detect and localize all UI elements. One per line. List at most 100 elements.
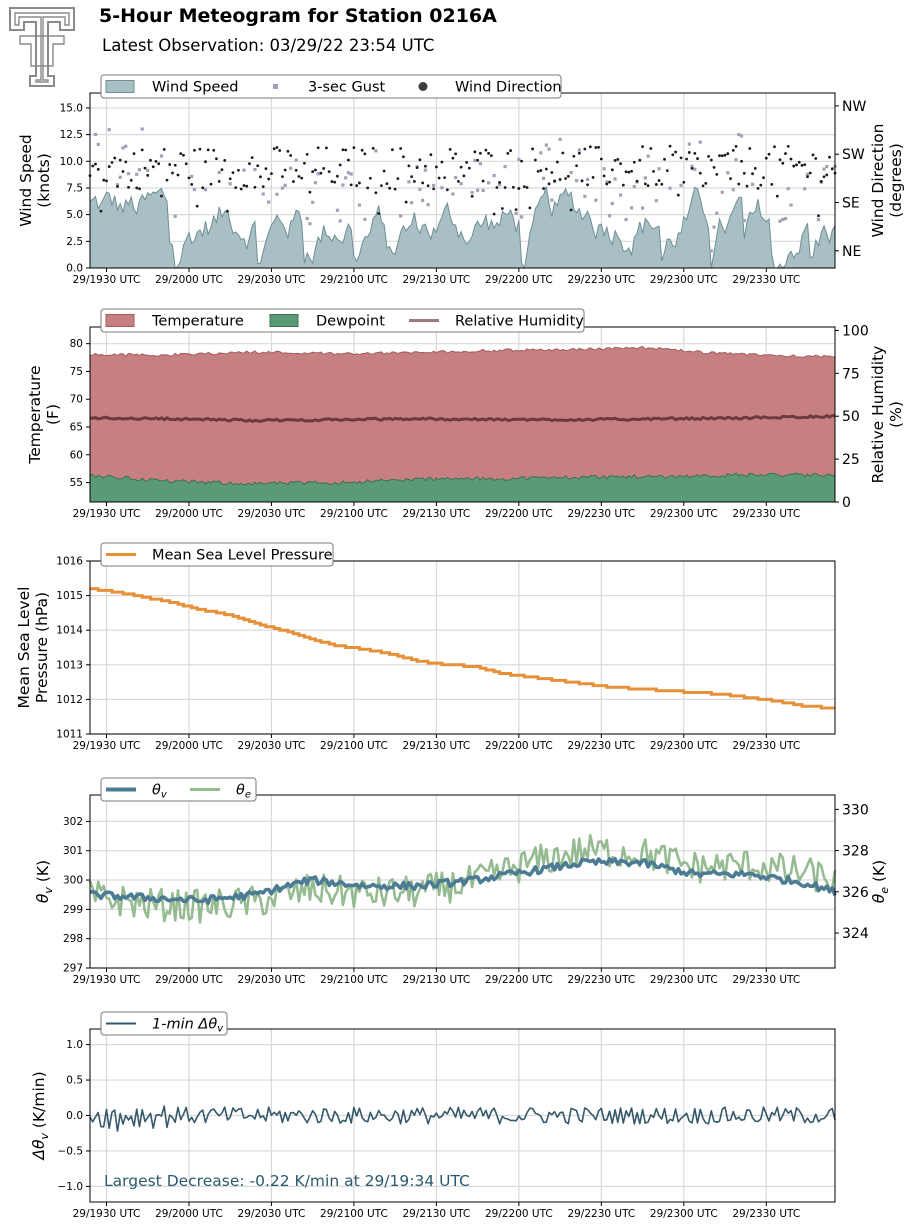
x-tick-label: 29/1930 UTC xyxy=(73,974,141,986)
direction-point xyxy=(643,182,647,186)
direction-point xyxy=(572,154,576,158)
x-tick-label: 29/2330 UTC xyxy=(732,740,800,752)
direction-point xyxy=(242,184,246,187)
gust-point xyxy=(594,198,598,202)
legend-swatch xyxy=(418,82,428,91)
direction-point xyxy=(143,166,147,170)
legend-box xyxy=(100,308,585,333)
legend-swatch xyxy=(273,84,278,89)
gust-point xyxy=(357,203,362,207)
relative-humidity-line xyxy=(89,414,836,423)
direction-point xyxy=(341,148,345,152)
direction-point xyxy=(726,152,730,156)
x-tick-label: 29/2100 UTC xyxy=(320,1208,388,1220)
gust-point xyxy=(750,182,755,186)
direction-point xyxy=(514,208,518,212)
direction-point xyxy=(775,194,779,198)
direction-point xyxy=(456,179,460,183)
gust-point xyxy=(574,179,579,183)
x-tick-label: 29/2200 UTC xyxy=(485,740,553,752)
direction-point xyxy=(278,149,282,152)
x-tick-label: 29/1930 UTC xyxy=(73,274,141,286)
direction-point xyxy=(712,165,716,169)
direction-point xyxy=(599,157,603,161)
x-tick-label: 29/2330 UTC xyxy=(732,274,800,286)
y-tick-label: 7.5 xyxy=(66,182,83,194)
direction-point xyxy=(369,176,372,180)
direction-point xyxy=(110,161,114,164)
gust-point xyxy=(478,162,482,166)
y-tick-label: 299 xyxy=(63,904,83,916)
x-tick-label: 29/2130 UTC xyxy=(402,508,470,520)
direction-point xyxy=(544,167,548,171)
x-tick-label: 29/2230 UTC xyxy=(567,508,635,520)
direction-point xyxy=(478,151,482,155)
gust-point xyxy=(690,164,694,168)
gust-point xyxy=(687,142,691,146)
direction-point xyxy=(762,176,765,180)
direction-point xyxy=(198,147,202,151)
latest-observation: Latest Observation: 03/29/22 23:54 UTC xyxy=(102,36,435,55)
direction-point xyxy=(632,160,636,164)
direction-point xyxy=(300,176,304,180)
gust-point xyxy=(146,168,150,173)
direction-point xyxy=(740,159,743,163)
gust-point xyxy=(192,187,197,192)
y2-tick-label: 100 xyxy=(842,323,869,339)
y-tick-label: 1012 xyxy=(56,694,83,706)
direction-point xyxy=(808,171,812,175)
direction-point xyxy=(517,187,521,190)
direction-point xyxy=(803,163,807,167)
gust-point xyxy=(544,143,548,147)
direction-point xyxy=(162,148,166,151)
gust-point xyxy=(734,158,738,162)
direction-point xyxy=(511,185,515,189)
x-tick-label: 29/1930 UTC xyxy=(73,740,141,752)
y-axis-label-line: (F) xyxy=(44,404,62,425)
legend-swatch xyxy=(269,314,299,327)
direction-point xyxy=(171,171,174,175)
direction-point xyxy=(822,175,826,179)
direction-point xyxy=(333,180,337,184)
direction-point xyxy=(165,178,169,182)
y2-tick-label: NW xyxy=(842,99,866,115)
direction-point xyxy=(588,145,592,149)
gust-point xyxy=(605,180,609,184)
direction-point xyxy=(325,146,328,150)
direction-point xyxy=(536,170,540,173)
axes-frame xyxy=(89,794,836,969)
x-tick-label: 29/2000 UTC xyxy=(155,740,223,752)
direction-point xyxy=(745,184,749,188)
gust-point xyxy=(305,216,309,221)
direction-point xyxy=(404,200,408,204)
direction-point xyxy=(723,153,727,157)
gust-point xyxy=(426,203,430,207)
y-tick-label: 12.5 xyxy=(60,129,83,141)
direction-point xyxy=(619,162,622,166)
gust-point xyxy=(363,217,367,221)
x-tick-label: 29/2100 UTC xyxy=(320,508,388,520)
gust-point xyxy=(825,164,829,169)
y2-tick-label: 25 xyxy=(842,452,860,468)
direction-point xyxy=(303,161,306,165)
gust-point xyxy=(344,176,348,180)
y-tick-label: 55 xyxy=(70,477,83,489)
legend-swatch xyxy=(105,80,135,93)
x-tick-label: 29/1930 UTC xyxy=(73,1208,141,1220)
direction-point xyxy=(443,176,447,180)
direction-point xyxy=(498,181,502,184)
direction-point xyxy=(795,163,798,167)
direction-point xyxy=(187,176,191,180)
direction-point xyxy=(220,168,224,171)
page-title: 5-Hour Meteogram for Station 0216A xyxy=(99,5,497,27)
gust-point xyxy=(693,167,697,171)
y-tick-label: 1011 xyxy=(56,729,83,741)
gust-point xyxy=(96,142,100,147)
label-subscript: v xyxy=(42,887,55,894)
gust-point xyxy=(476,188,480,192)
direction-point xyxy=(281,175,284,179)
direction-point xyxy=(184,162,188,166)
direction-point xyxy=(206,148,210,152)
direction-point xyxy=(107,165,111,168)
